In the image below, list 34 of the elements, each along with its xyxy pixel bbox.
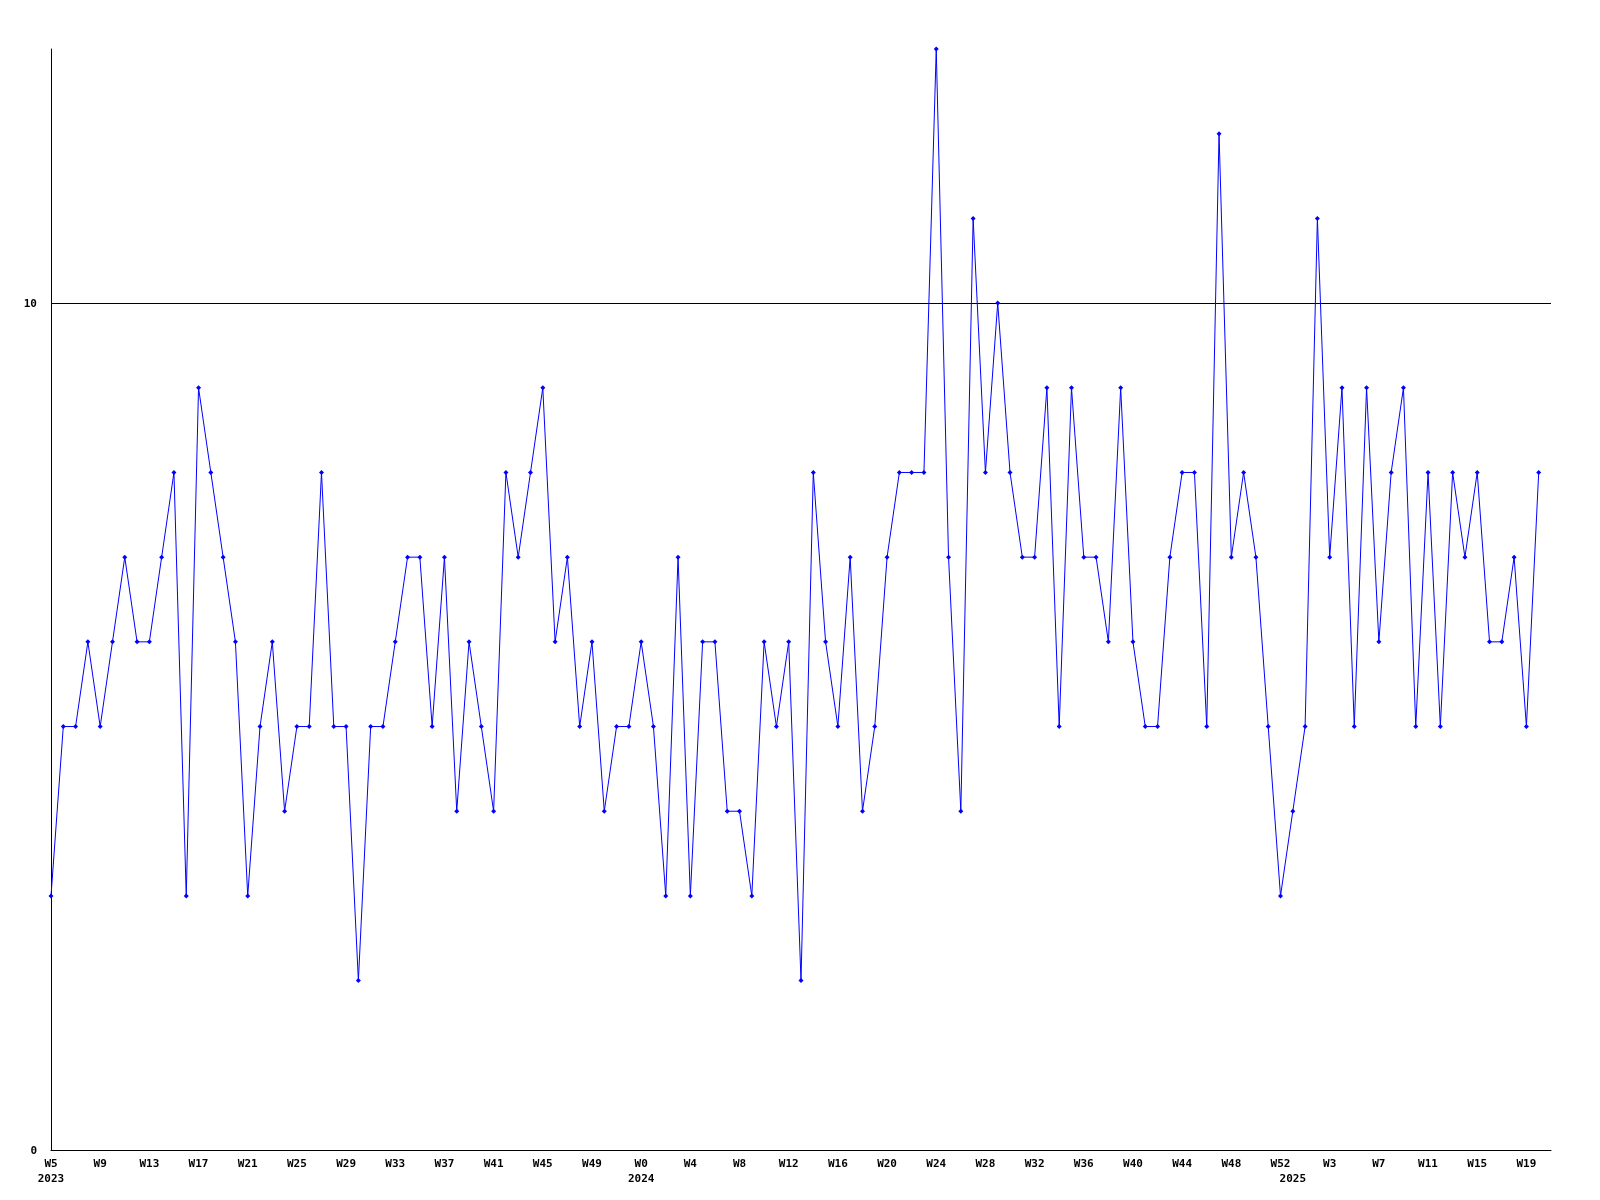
x-tick-label: W15 [1467, 1157, 1488, 1170]
x-tick-label: W17 [188, 1157, 209, 1170]
x-tick-label: W48 [1221, 1157, 1242, 1170]
x-tick-label: W32 [1024, 1157, 1045, 1170]
x-tick-label: W41 [483, 1157, 504, 1170]
x-tick-label: W19 [1516, 1157, 1537, 1170]
x-tick-label: W13 [139, 1157, 160, 1170]
x-tick-label: W28 [975, 1157, 996, 1170]
x-tick-label: W4 [683, 1157, 698, 1170]
x-tick-label: W12 [778, 1157, 799, 1170]
x-tick-label: W21 [237, 1157, 259, 1170]
x-tick-label: W5 2023 [37, 1157, 65, 1185]
x-tick-label: W9 [93, 1157, 107, 1170]
x-tick-label: W33 [385, 1157, 406, 1170]
x-tick-label: W40 [1123, 1157, 1143, 1170]
x-tick-label: W11 [1418, 1157, 1439, 1170]
x-tick-label: W37 [434, 1157, 455, 1170]
x-tick-label: W36 [1073, 1157, 1095, 1170]
x-tick-label: W24 [926, 1157, 947, 1170]
y-tick-label: 10 [23, 296, 37, 310]
y-tick-label: 0 [30, 1143, 37, 1157]
x-tick-label: W20 [877, 1157, 897, 1170]
x-tick-label: W25 [286, 1157, 307, 1170]
x-tick-label: W49 [582, 1157, 602, 1170]
x-tick-label: W7 [1372, 1157, 1386, 1170]
x-tick-label: W0 2024 [627, 1157, 655, 1185]
x-tick-label: W29 [336, 1157, 357, 1170]
x-tick-label: W45 [532, 1157, 553, 1170]
x-tick-label: W52 [1270, 1157, 1291, 1170]
x-tick-label: W3 [1323, 1157, 1337, 1170]
x-tick-label: 2025 [1279, 1172, 1307, 1185]
x-tick-label: W8 [732, 1157, 747, 1170]
x-tick-label: W44 [1172, 1157, 1193, 1170]
x-tick-label: W16 [827, 1157, 849, 1170]
